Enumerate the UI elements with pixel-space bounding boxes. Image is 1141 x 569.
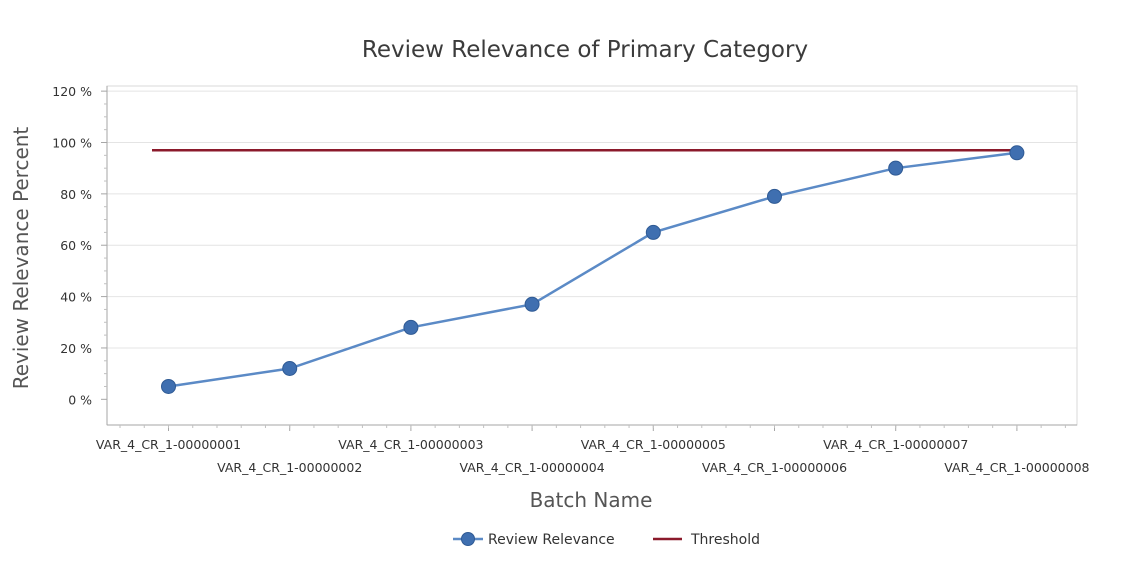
- x-axis-title: Batch Name: [530, 488, 653, 512]
- legend-label: Threshold: [690, 532, 760, 548]
- x-tick-label: VAR_4_CR_1-00000001: [96, 437, 241, 452]
- x-tick-label: VAR_4_CR_1-00000003: [338, 437, 483, 452]
- y-axis-title: Review Relevance Percent: [9, 127, 33, 390]
- x-tick-label: VAR_4_CR_1-00000006: [702, 460, 847, 475]
- y-tick-label: 80 %: [60, 187, 92, 202]
- y-axis: 0 % 20 % 40 % 60 % 80 % 100 % 120 %: [52, 84, 107, 407]
- legend-item-review-relevance: Review Relevance: [453, 532, 615, 548]
- x-tick-label: VAR_4_CR_1-00000007: [823, 437, 968, 452]
- data-point: [1009, 145, 1025, 161]
- legend-label: Review Relevance: [488, 532, 615, 548]
- review-relevance-line: [168, 151, 1018, 388]
- data-point: [645, 224, 661, 240]
- x-tick-label: VAR_4_CR_1-00000004: [459, 460, 604, 475]
- chart-title: Review Relevance of Primary Category: [362, 37, 808, 63]
- x-tick-label: VAR_4_CR_1-00000008: [944, 460, 1089, 475]
- data-point: [161, 378, 176, 394]
- grid: [107, 90, 1077, 349]
- x-axis: VAR_4_CR_1-00000001 VAR_4_CR_1-00000002 VA…: [96, 425, 1090, 475]
- plot-frame: [106, 85, 1078, 426]
- y-tick-label: 40 %: [60, 290, 92, 305]
- legend-marker-swatch: [461, 532, 475, 546]
- y-tick-label: 100 %: [52, 136, 92, 151]
- y-tick-label: 120 %: [52, 84, 92, 99]
- x-tick-label: VAR_4_CR_1-00000005: [581, 437, 726, 452]
- x-tick-label: VAR_4_CR_1-00000002: [217, 460, 362, 475]
- y-tick-label: 20 %: [60, 341, 92, 356]
- data-point: [282, 361, 298, 376]
- legend-item-threshold: Threshold: [653, 532, 760, 548]
- data-point: [403, 319, 419, 335]
- series-layer: [152, 145, 1025, 394]
- y-tick-label: 60 %: [60, 238, 92, 253]
- data-point: [767, 188, 782, 204]
- data-point: [888, 160, 904, 176]
- y-tick-label: 0 %: [68, 392, 92, 407]
- legend: Review Relevance Threshold: [453, 532, 760, 548]
- data-point: [524, 296, 540, 312]
